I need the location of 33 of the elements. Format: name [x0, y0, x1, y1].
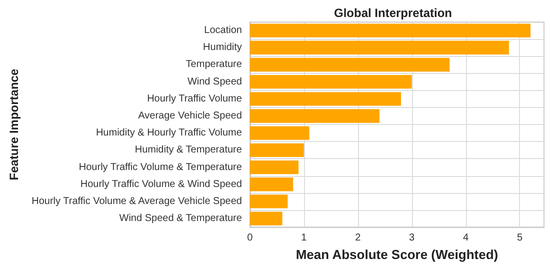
bar — [250, 178, 294, 192]
y-tick-label: Hourly Traffic Volume & Average Vehicle Speed — [32, 196, 242, 207]
x-tick-label: 3 — [409, 232, 416, 244]
x-tick-label: 4 — [462, 232, 469, 244]
bar — [250, 194, 288, 208]
bar — [250, 40, 509, 54]
y-axis-title: Feature Importance — [7, 68, 21, 180]
bar — [250, 74, 412, 89]
bar — [250, 92, 402, 106]
x-axis-title: Mean Absolute Score (Weighted) — [296, 247, 498, 262]
y-tick-label: Humidity & Hourly Traffic Volume — [96, 128, 242, 139]
x-tick-label: 5 — [516, 232, 523, 244]
bar — [250, 143, 304, 158]
y-tick-label: Humidity & Temperature — [134, 144, 242, 156]
y-tick-label: Hourly Traffic Volume — [147, 93, 242, 104]
y-tick-label: Wind Speed — [187, 76, 242, 88]
x-tick-label: 0 — [247, 232, 254, 244]
y-tick-label: Humidity — [203, 42, 242, 54]
bar — [250, 24, 531, 38]
y-tick-label: Wind Speed & Temperature — [119, 213, 242, 224]
bar — [250, 126, 310, 140]
bar — [250, 212, 282, 226]
x-tick-label: 1 — [301, 232, 308, 244]
bar — [250, 109, 380, 123]
chart-title: Global Interpretation — [334, 6, 452, 20]
x-tick-label: 2 — [355, 232, 362, 244]
y-tick-label: Hourly Traffic Volume & Temperature — [78, 162, 242, 173]
y-tick-label: Temperature — [186, 59, 242, 70]
bar — [250, 160, 299, 174]
y-tick-label: Location — [204, 25, 242, 36]
y-tick-label: Average Vehicle Speed — [138, 110, 242, 122]
bar — [250, 58, 450, 72]
y-tick-label: Hourly Traffic Volume & Wind Speed — [80, 178, 242, 190]
